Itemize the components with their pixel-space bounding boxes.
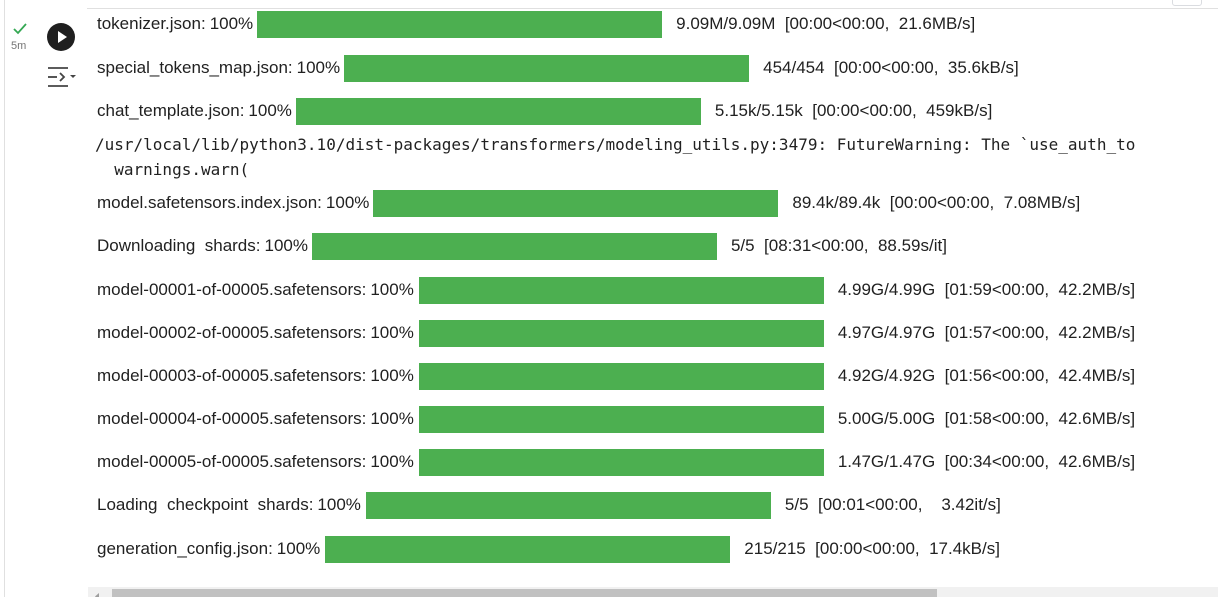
progress-bar <box>418 405 824 433</box>
progress-bar <box>365 491 771 519</box>
scrollbar-thumb[interactable] <box>112 589 937 597</box>
progress-label: model.safetensors.index.json: <box>97 193 322 212</box>
progress-label: model-00001-of-00005.safetensors: <box>97 280 367 299</box>
progress-row: model-00004-of-00005.safetensors: 100% 5.… <box>97 405 1135 433</box>
progress-bar <box>418 319 824 347</box>
progress-label: model-00002-of-00005.safetensors: <box>97 323 367 342</box>
cell-top-divider <box>87 0 1218 9</box>
progress-row: model-00003-of-00005.safetensors: 100% 4.… <box>97 362 1135 390</box>
progress-stats: 5.15k/5.15k [00:00<00:00, 459kB/s] <box>714 101 993 120</box>
progress-row: chat_template.json: 100% 5.15k/5.15k [00:… <box>97 97 992 125</box>
progress-bar <box>418 276 824 304</box>
progress-stats: 1.47G/1.47G [00:34<00:00, 42.6MB/s] <box>837 452 1136 471</box>
progress-bar <box>295 97 701 125</box>
execution-time: 5m <box>11 40 27 52</box>
progress-row: model-00005-of-00005.safetensors: 100% 1.… <box>97 448 1135 476</box>
horizontal-scrollbar[interactable] <box>88 587 1218 597</box>
progress-stats: 5.00G/5.00G [01:58<00:00, 42.6MB/s] <box>837 409 1136 428</box>
progress-stats: 4.97G/4.97G [01:57<00:00, 42.2MB/s] <box>837 323 1136 342</box>
progress-bar <box>373 189 779 217</box>
progress-label: special_tokens_map.json: <box>97 58 293 77</box>
progress-stats: 5/5 [00:01<00:00, 3.42it/s] <box>784 495 1001 514</box>
progress-bar <box>257 10 663 38</box>
progress-stats: 454/454 [00:00<00:00, 35.6kB/s] <box>763 58 1019 77</box>
progress-stats: 89.4k/89.4k [00:00<00:00, 7.08MB/s] <box>792 193 1081 212</box>
progress-percent: 100% <box>370 280 414 299</box>
progress-percent: 100% <box>276 539 321 558</box>
progress-label: model-00005-of-00005.safetensors: <box>97 452 367 471</box>
progress-label: generation_config.json: <box>97 539 273 558</box>
progress-row: Loading checkpoint shards: 100% 5/5 [00:0… <box>97 491 1001 519</box>
progress-row: Downloading shards: 100% 5/5 [08:31<00:00… <box>97 232 947 260</box>
cell-toolbar-corner[interactable] <box>1172 0 1202 6</box>
progress-row: model-00001-of-00005.safetensors: 100% 4.… <box>97 276 1135 304</box>
progress-percent: 100% <box>264 236 308 255</box>
play-icon <box>58 31 67 43</box>
progress-row: generation_config.json: 100% 215/215 [00:… <box>97 535 1000 563</box>
scroll-left-arrow-icon[interactable] <box>92 588 102 597</box>
progress-percent: 100% <box>248 101 292 120</box>
progress-percent: 100% <box>209 14 254 33</box>
progress-label: tokenizer.json: <box>97 14 206 33</box>
check-icon <box>12 22 28 36</box>
progress-label: chat_template.json: <box>97 101 245 120</box>
progress-percent: 100% <box>370 366 414 385</box>
warning-text: warnings.warn( <box>95 160 250 179</box>
progress-bar <box>418 362 824 390</box>
progress-label: Loading checkpoint shards: <box>97 495 314 514</box>
progress-stats: 4.99G/4.99G [01:59<00:00, 42.2MB/s] <box>837 280 1136 299</box>
warning-text: /usr/local/lib/python3.10/dist-packages/… <box>95 135 1136 154</box>
progress-stats: 4.92G/4.92G [01:56<00:00, 42.4MB/s] <box>837 366 1136 385</box>
progress-row: model.safetensors.index.json: 100% 89.4k/… <box>97 189 1080 217</box>
progress-bar <box>325 535 731 563</box>
progress-percent: 100% <box>370 323 414 342</box>
progress-percent: 100% <box>325 193 370 212</box>
progress-row: model-00002-of-00005.safetensors: 100% 4.… <box>97 319 1135 347</box>
progress-percent: 100% <box>317 495 361 514</box>
progress-row: tokenizer.json: 100% 9.09M/9.09M [00:00<0… <box>97 10 975 38</box>
progress-label: Downloading shards: <box>97 236 261 255</box>
progress-percent: 100% <box>370 452 414 471</box>
progress-row: special_tokens_map.json: 100% 454/454 [00… <box>97 54 1019 82</box>
progress-stats: 215/215 [00:00<00:00, 17.4kB/s] <box>744 539 1000 558</box>
progress-bar <box>311 232 717 260</box>
run-cell-button[interactable] <box>47 23 75 51</box>
progress-percent: 100% <box>296 58 341 77</box>
progress-bar <box>344 54 750 82</box>
output-menu-icon <box>48 67 76 87</box>
progress-stats: 5/5 [08:31<00:00, 88.59s/it] <box>730 236 947 255</box>
progress-label: model-00003-of-00005.safetensors: <box>97 366 367 385</box>
cell-border <box>4 0 5 597</box>
output-menu-button[interactable] <box>46 64 78 90</box>
progress-stats: 9.09M/9.09M [00:00<00:00, 21.6MB/s] <box>676 14 976 33</box>
progress-label: model-00004-of-00005.safetensors: <box>97 409 367 428</box>
progress-percent: 100% <box>370 409 414 428</box>
progress-bar <box>418 448 824 476</box>
